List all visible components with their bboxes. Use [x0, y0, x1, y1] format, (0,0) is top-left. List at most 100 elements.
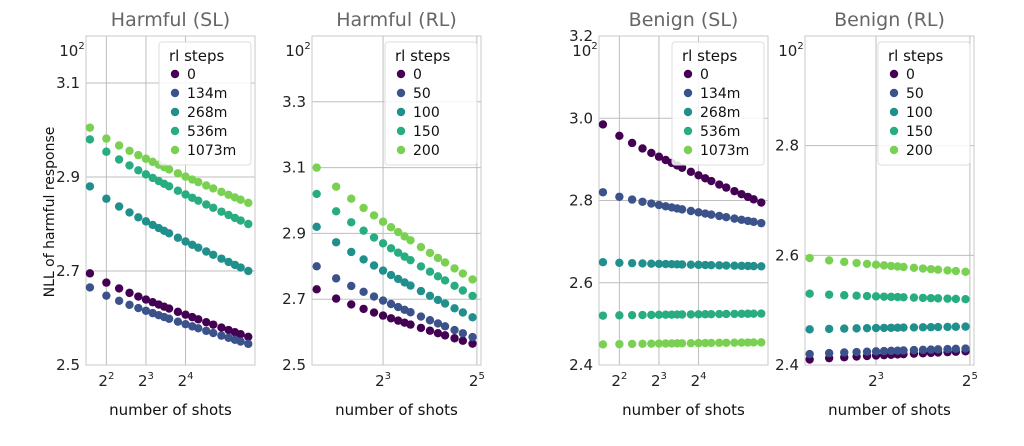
data-point	[730, 338, 739, 347]
data-point	[450, 325, 459, 335]
data-point	[654, 200, 664, 210]
data-point	[450, 281, 459, 291]
data-point	[312, 222, 321, 232]
y-tick-label: 2.5	[282, 356, 306, 374]
legend-entry: 200	[906, 143, 933, 159]
data-point	[217, 254, 226, 263]
data-point	[757, 218, 766, 228]
data-point	[805, 349, 814, 359]
data-point	[125, 300, 134, 310]
data-point	[694, 208, 703, 217]
legend-marker	[396, 145, 406, 155]
data-point	[202, 326, 211, 336]
series-536m	[85, 135, 253, 229]
y-tick-label: 2.8	[775, 137, 799, 155]
series-150	[805, 289, 970, 304]
y-tick-label: 3.1	[282, 159, 306, 177]
y-tick-label: 2.6	[569, 274, 593, 292]
data-point	[926, 322, 936, 332]
series-536m	[598, 309, 766, 320]
x-tick-label: 23	[868, 371, 884, 390]
data-point	[647, 310, 656, 320]
data-point	[378, 296, 388, 305]
data-point	[961, 295, 970, 304]
data-point	[805, 289, 814, 298]
data-point	[125, 161, 134, 170]
data-point	[871, 260, 881, 269]
data-point	[433, 319, 443, 328]
data-point	[440, 276, 450, 285]
data-point	[331, 274, 341, 283]
data-point	[879, 346, 889, 356]
data-point	[378, 311, 388, 320]
legend-entry: 268m	[187, 105, 227, 121]
data-point	[677, 163, 687, 172]
x-tick-label: 22	[611, 371, 627, 390]
legend-marker	[889, 88, 899, 98]
data-point	[134, 150, 143, 160]
data-point	[943, 322, 952, 332]
data-point	[707, 176, 716, 186]
data-point	[951, 266, 961, 276]
data-point	[686, 260, 696, 269]
data-point	[715, 338, 724, 348]
data-point	[661, 310, 670, 319]
legend-title: rl steps	[395, 47, 451, 65]
data-point	[899, 346, 908, 355]
legend-marker	[170, 126, 180, 136]
data-point	[85, 283, 95, 292]
data-point	[918, 323, 928, 332]
data-point	[244, 332, 253, 341]
legend-marker	[683, 145, 693, 155]
data-point	[730, 261, 739, 270]
data-point	[707, 309, 716, 319]
data-point	[899, 293, 908, 302]
x-tick-label: 23	[138, 371, 154, 390]
legend-entry: 150	[413, 124, 440, 140]
series-0	[312, 285, 477, 348]
legend-title: rl steps	[682, 47, 738, 65]
data-point	[416, 242, 426, 252]
data-point	[654, 152, 664, 161]
legend-marker	[170, 107, 180, 117]
series-150	[312, 189, 477, 301]
data-point	[694, 310, 703, 319]
data-point	[141, 295, 151, 304]
data-point	[638, 144, 647, 153]
data-point	[164, 314, 174, 323]
data-point	[598, 311, 608, 320]
data-point	[840, 291, 849, 300]
data-point	[102, 134, 111, 143]
legend-entry: 0	[187, 67, 196, 83]
data-point	[737, 338, 746, 347]
data-point	[440, 258, 450, 267]
data-point	[406, 255, 415, 265]
legend-entry: 100	[413, 105, 440, 121]
data-point	[701, 310, 710, 319]
data-point	[757, 198, 766, 207]
data-point	[114, 284, 124, 293]
data-point	[862, 323, 872, 333]
data-point	[425, 267, 435, 276]
data-point	[85, 269, 95, 278]
data-point	[730, 186, 739, 196]
data-point	[181, 172, 190, 181]
data-point	[331, 182, 341, 191]
data-point	[209, 320, 218, 329]
series-50	[312, 262, 477, 342]
data-point	[312, 285, 321, 294]
data-point	[707, 338, 716, 348]
data-point	[224, 190, 233, 200]
data-point	[951, 344, 961, 354]
data-point	[598, 188, 608, 197]
data-point	[164, 229, 174, 238]
data-point	[722, 183, 731, 192]
data-point	[369, 308, 379, 317]
data-point	[749, 217, 758, 227]
data-point	[114, 141, 124, 150]
legend-marker	[683, 126, 693, 136]
data-point	[125, 288, 134, 298]
data-point	[406, 308, 415, 317]
data-point	[224, 257, 233, 267]
